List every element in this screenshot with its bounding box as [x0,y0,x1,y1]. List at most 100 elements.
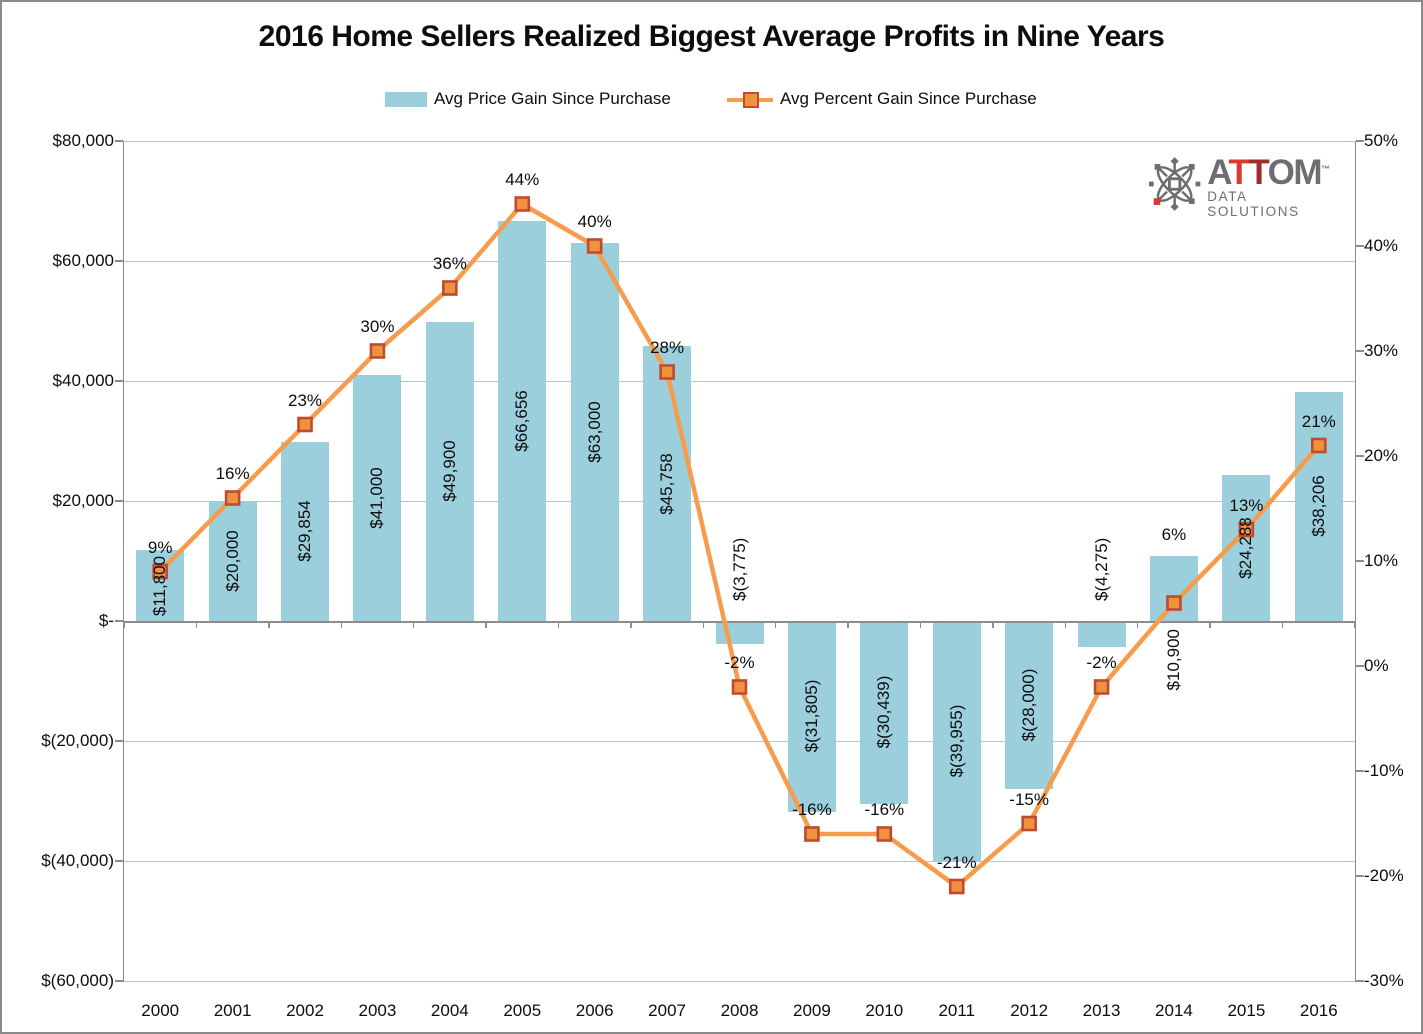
gridline [124,261,1355,263]
bar-label-2007: $45,758 [657,452,677,515]
bar-series-swatch-icon [385,91,427,107]
left-axis-tick-label: $60,000 [52,251,114,270]
category-axis-tick [630,622,632,628]
gridline [124,501,1355,503]
category-axis-line [124,621,1355,623]
marker-2003 [369,343,386,359]
right-axis-tick-label: 30% [1364,341,1399,360]
marker-2005 [514,196,531,212]
right-axis-tick-label: 40% [1364,236,1399,255]
legend-line-label: Avg Percent Gain Since Purchase [780,89,1037,108]
year-label-2010: 2010 [865,1001,904,1020]
category-axis-tick [919,622,922,628]
category-axis-tick [847,622,849,628]
right-axis-tick-label: 20% [1364,446,1399,465]
line-series-swatch-icon [727,91,773,108]
legend-item-line: Avg Percent Gain Since Purchase [727,89,1037,109]
bar-label-2012: $(28,000) [1019,668,1039,742]
bar-2000 [136,550,185,621]
left-axis-tick-label: $80,000 [52,131,114,150]
category-axis-tick [1354,622,1356,628]
logo-trademark: ™ [1320,164,1330,174]
right-axis-tick [1356,980,1364,982]
legend-bar-label: Avg Price Gain Since Purchase [434,89,671,108]
gridline [124,741,1355,743]
right-axis-tick [1356,455,1364,457]
bar-label-2016: $38,206 [1308,475,1328,538]
legend-item-bar: Avg Price Gain Since Purchase [385,89,671,109]
bar-2007 [643,346,692,621]
category-axis-tick [992,622,994,628]
bar-2002 [281,441,330,621]
bar-2003 [353,375,402,621]
gridline [124,981,1355,983]
percent-label-2014: 6% [1161,525,1187,544]
percent-label-2016: 21% [1301,411,1336,431]
year-label-2004: 2004 [430,1001,469,1020]
percent-gain-line [152,196,1327,895]
logo-letters-om: OM [1267,153,1323,192]
bar-2013 [1077,621,1126,647]
year-label-2000: 2000 [141,1001,180,1020]
bar-label-2005: $66,656 [512,390,532,452]
right-axis-tick [1356,560,1364,562]
bar-2005 [498,221,547,621]
marker-2016 [1310,437,1327,454]
percent-label-2013: -2% [1086,653,1117,672]
bar-2010 [860,621,909,804]
percent-label-2012: -15% [1009,789,1049,809]
left-axis-tick-label: $(20,000) [41,731,114,750]
year-label-2003: 2003 [358,1001,397,1020]
category-axis-tick [340,622,342,628]
right-axis-tick [1356,875,1364,877]
right-axis-line [1355,141,1357,982]
marker-2014 [1166,595,1182,611]
gridline [124,861,1355,863]
category-axis-tick [702,622,704,628]
marker-2010 [876,826,893,842]
left-axis-tick-label: $(60,000) [41,971,114,990]
marker-2009 [804,826,820,842]
category-axis-tick [775,622,777,628]
marker-2004 [442,280,458,296]
left-axis-tick-label: $(40,000) [41,851,114,870]
year-label-2001: 2001 [213,1001,252,1020]
year-label-2006: 2006 [575,1001,614,1020]
plot-area: 9% 16% 23% 30% 36% 44% 40% 28% -2% -16% -16% -21% -1… [123,141,1356,983]
left-axis-line [122,141,124,982]
category-axis-tick [485,622,487,628]
left-axis-tick [115,260,123,262]
year-label-2014: 2014 [1155,1001,1193,1020]
marker-2001 [224,490,241,506]
year-label-2016: 2016 [1299,1001,1338,1020]
logo-letter-t2: T [1248,153,1269,192]
bar-label-2001: $20,000 [222,530,242,592]
year-label-2015: 2015 [1227,1001,1266,1020]
bar-label-2009: $(31,805) [801,680,821,753]
left-axis-tick [115,140,123,142]
attom-logo: ATTOM™ DATA SOLUTIONS [1148,153,1338,219]
year-label-2012: 2012 [1010,1001,1049,1020]
logo-subtitle: DATA SOLUTIONS [1207,189,1300,219]
right-axis-tick-label: -10% [1364,761,1404,780]
marker-2012 [1021,815,1037,832]
percent-label-2007: 28% [650,338,685,357]
bar-2006 [570,243,619,621]
year-label-2005: 2005 [503,1001,542,1020]
year-label-2011: 2011 [938,1001,976,1020]
right-axis-tick-label: 0% [1364,656,1389,675]
left-axis-tick-label: $40,000 [52,371,114,390]
bar-2001 [208,501,257,621]
category-axis-tick [1064,622,1067,628]
bar-label-2004: $49,900 [439,440,459,503]
year-label-2002: 2002 [286,1001,324,1020]
category-axis-tick [123,622,125,628]
category-axis-tick [1209,622,1211,628]
right-axis-tick [1356,770,1364,772]
bar-label-2006: $63,000 [584,401,604,463]
gridline [124,141,1355,143]
year-label-2008: 2008 [720,1001,759,1020]
logo-letter-t1: T [1228,153,1249,192]
bar-label-2002: $29,854 [295,500,315,563]
